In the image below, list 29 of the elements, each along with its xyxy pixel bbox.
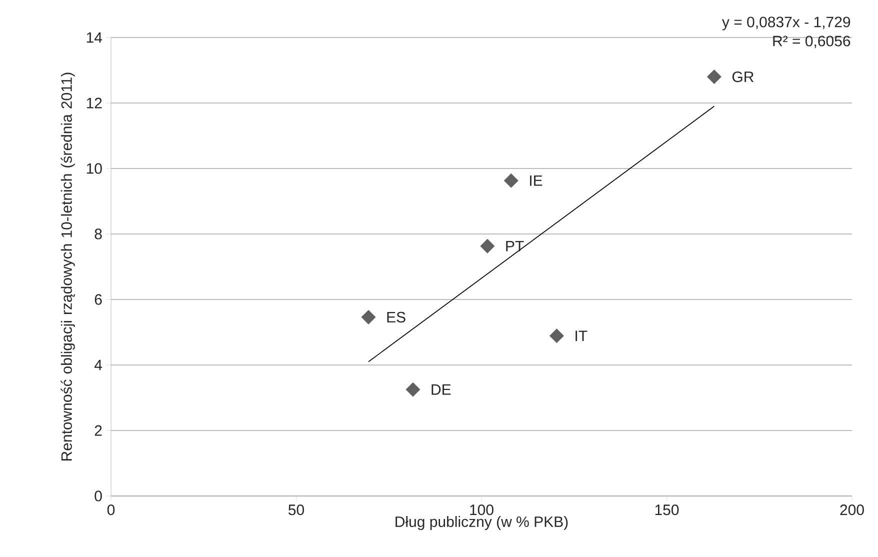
y-tick-label: 0 (94, 490, 102, 502)
x-tick-label: 0 (107, 504, 115, 516)
annotation: ES (387, 312, 406, 322)
x-tick-label: 100 (470, 504, 494, 516)
annotation: GR (732, 71, 754, 82)
x-tick-label: 200 (840, 504, 864, 516)
point (361, 310, 376, 324)
text: y = 0,0837x - 1,729 (722, 16, 850, 30)
x-axis-title: Dług publiczny (w % PKB) (396, 516, 568, 530)
annotation: R² = 0,6056 (773, 36, 850, 48)
y-tick-label: 6 (94, 294, 102, 305)
y-tick-label: 8 (94, 228, 102, 240)
point (706, 70, 722, 84)
annotation: IT (576, 330, 588, 342)
point (504, 173, 518, 188)
y-tick-label: 10 (86, 163, 102, 174)
annotation: IE (530, 175, 542, 186)
annotation: DE (432, 384, 451, 395)
point (549, 328, 564, 344)
point (480, 238, 495, 254)
point (406, 382, 420, 397)
y-tick-label: 2 (94, 425, 102, 436)
y-tick-label: 4 (94, 360, 102, 370)
y-axis-title: Rentowność obligacji rządowych 10-letnich (średnia 2011) (60, 72, 75, 460)
x-tick-label: 150 (655, 504, 679, 516)
y-tick-label: 14 (86, 32, 102, 43)
x-tick-label: 50 (288, 504, 304, 516)
annotation: PT (506, 240, 524, 252)
y-tick-label: 12 (86, 98, 102, 108)
